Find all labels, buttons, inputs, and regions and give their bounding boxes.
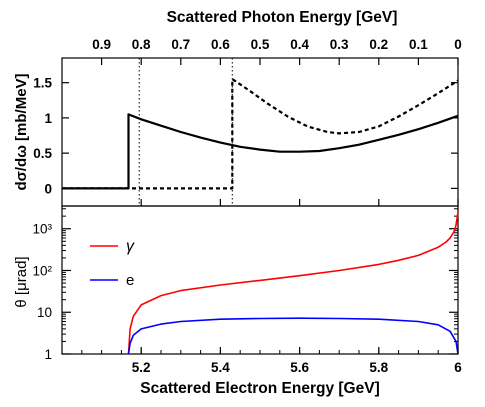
top-tick-label: 0.2: [369, 37, 388, 52]
lower-y-tick-label: 1: [44, 347, 52, 362]
bottom-tick-label: 6: [454, 360, 462, 375]
bottom-tick-label: 5.8: [369, 360, 388, 375]
dashed-cross-section-curve: [62, 77, 459, 190]
solid-cross-section-curve: [62, 113, 459, 190]
top-axis-ticks: 0.9 0.8 0.7 0.6 0.5 0.4 0.3 0.2 0.1 0: [92, 37, 462, 65]
top-tick-label: 0.9: [92, 37, 111, 52]
top-tick-label: 0.7: [171, 37, 190, 52]
top-tick-label: 0.8: [132, 37, 151, 52]
upper-y-tick-label: 0: [44, 181, 52, 196]
lower-y-tick-label: 10: [37, 305, 52, 320]
top-tick-label: 0.6: [211, 37, 230, 52]
top-tick-label: 0.5: [251, 37, 270, 52]
legend-gamma-label: γ: [126, 238, 135, 255]
lower-y-tick-label: 10³: [32, 222, 52, 237]
bottom-axis-title: Scattered Electron Energy [GeV]: [140, 380, 379, 397]
legend: γ e: [90, 238, 135, 289]
upper-y-tick-label: 1.5: [33, 76, 52, 91]
upper-y-axis-title: dσ/dω [mb/MeV]: [13, 73, 30, 190]
upper-y-tick-label: 0.5: [33, 146, 52, 161]
bottom-tick-label: 5.6: [290, 360, 309, 375]
top-panel-frame: [61, 57, 459, 207]
top-axis-title: Scattered Photon Energy [GeV]: [167, 9, 398, 26]
lower-plot-area: [127, 211, 459, 355]
photon-angle-curve: [127, 211, 459, 355]
bottom-tick-label: 5.4: [211, 360, 230, 375]
electron-angle-curve: [127, 317, 459, 355]
bottom-axis-ticks: 5.2 5.4 5.6 5.8 6: [61, 199, 462, 375]
bottom-tick-label: 5.2: [132, 360, 151, 375]
lower-y-axis-title: θ [μrad]: [13, 256, 30, 307]
lower-y-tick-label: 10²: [32, 263, 52, 278]
upper-y-axis: 0 0.5 1 1.5: [33, 76, 458, 196]
top-tick-label: 0: [454, 37, 462, 52]
top-tick-label: 0.1: [409, 37, 428, 52]
upper-y-tick-label: 1: [44, 111, 52, 126]
upper-plot-area: [62, 58, 459, 206]
top-tick-label: 0.3: [330, 37, 349, 52]
legend-e-label: e: [126, 272, 134, 289]
lower-y-axis: 1 10 10² 10³: [32, 208, 458, 362]
top-tick-label: 0.4: [290, 37, 309, 52]
